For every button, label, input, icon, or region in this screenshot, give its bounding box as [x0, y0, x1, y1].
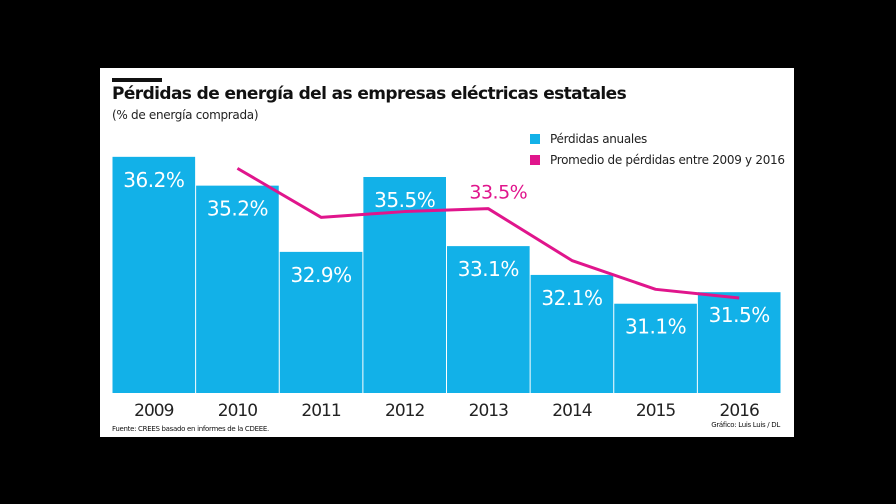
chart-plot: 36.2% 2009 35.2% 2010 32.9% 2011 35.5% 2012 33.1… [112, 156, 781, 421]
x-tick-2013: 2013 [469, 401, 508, 421]
x-tick-2016: 2016 [720, 401, 759, 421]
x-tick-2010: 2010 [218, 401, 257, 421]
x-tick-2014: 2014 [552, 401, 591, 421]
credit-note: Gráfico: Luis Luis / DL [711, 421, 780, 429]
source-note: Fuente: CREES basado en informes de la C… [112, 425, 269, 433]
bar-2015 [614, 303, 697, 393]
legend-label-line: Promedio de pérdidas entre 2009 y 2016 [550, 153, 785, 167]
legend-swatch-bars [530, 134, 540, 144]
bar-label-2011: 32.9% [291, 263, 352, 287]
bar-2014 [530, 274, 614, 393]
bar-label-2012: 35.5% [374, 188, 435, 212]
legend-label-bars: Pérdidas anuales [550, 132, 647, 146]
bar-label-2015: 31.1% [625, 315, 686, 339]
average-annotation: 33.5% [469, 182, 527, 204]
legend-item-bars: Pérdidas anuales [530, 132, 647, 146]
bar-label-2009: 36.2% [123, 168, 184, 192]
bar-2016 [697, 292, 781, 393]
legend-item-line: Promedio de pérdidas entre 2009 y 2016 [530, 153, 785, 167]
bar-2009 [112, 156, 196, 393]
x-tick-2015: 2015 [636, 401, 675, 421]
title-accent-bar [112, 78, 162, 82]
bar-2011 [279, 251, 363, 393]
x-tick-2011: 2011 [301, 401, 340, 421]
legend-swatch-line [530, 155, 540, 165]
x-tick-2012: 2012 [385, 401, 424, 421]
bar-label-2013: 33.1% [458, 257, 519, 281]
chart-subtitle: (% de energía comprada) [112, 108, 259, 122]
bar-2010 [196, 185, 279, 393]
bar-2013 [447, 246, 530, 393]
bar-label-2010: 35.2% [207, 197, 268, 221]
x-tick-2009: 2009 [134, 401, 173, 421]
chart-panel: Pérdidas de energía del as empresas eléc… [100, 68, 794, 437]
bar-label-2016: 31.5% [709, 303, 770, 327]
bar-label-2014: 32.1% [541, 286, 602, 310]
chart-title: Pérdidas de energía del as empresas eléc… [112, 84, 627, 104]
